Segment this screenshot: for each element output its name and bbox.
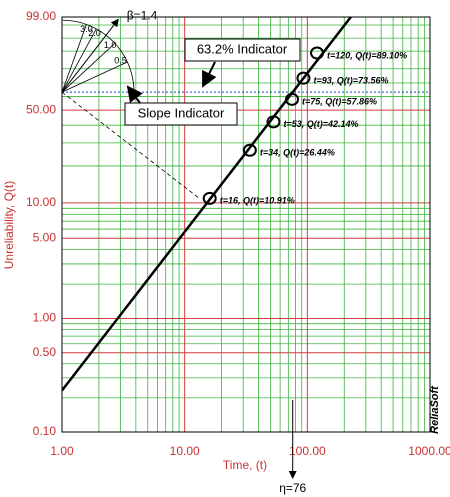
y-tick-label: 0.50 [33, 345, 57, 359]
data-label: t=53, Q(t)=42.14% [284, 119, 359, 129]
slope-ray [61, 43, 116, 93]
x-tick-label: 10.00 [170, 444, 200, 458]
data-point [202, 191, 217, 205]
plot-frame [61, 16, 431, 433]
overlay: 1.00 10.00 100.00 1000.00 0.10 0.50 1.00 5.00 10… [26, 8, 450, 495]
data-point [310, 46, 325, 60]
y-tick-label: 5.00 [33, 230, 57, 244]
plot-area [62, 17, 430, 392]
data-point [266, 115, 281, 129]
slope-perpendicular [62, 91, 199, 198]
y-tick-label: 50.00 [26, 102, 56, 116]
x-tick-label: 100.00 [289, 444, 326, 458]
slope-ray-label: 2.0 [88, 28, 101, 38]
slope-ray-label: 0.5 [114, 55, 127, 65]
data-point [296, 71, 311, 85]
fit-line [62, 17, 353, 392]
beta-ray [61, 18, 119, 93]
y-tick-label: 0.10 [33, 424, 57, 438]
slope-arrow [126, 85, 143, 104]
x-tick-label: 1.00 [50, 444, 74, 458]
data-label: t=34, Q(t)=26.44% [260, 148, 335, 158]
slope-ray [61, 28, 97, 93]
x-tick-label: 1000.00 [408, 444, 450, 458]
indicator-label: 63.2% Indicator [197, 41, 288, 56]
data-label: t=93, Q(t)=73.56% [313, 75, 388, 85]
slope-box [124, 102, 238, 126]
eta-label: η=76 [279, 481, 306, 495]
slope-arc [61, 19, 135, 93]
data-label: t=16, Q(t)=10.91% [220, 196, 295, 206]
data-point [285, 92, 300, 106]
y-tick-label: 1.00 [33, 311, 57, 325]
slope-label: Slope Indicator [138, 105, 225, 120]
data-label: t=75, Q(t)=57.86% [302, 97, 377, 107]
slope-ray-label: 3.0 [80, 24, 93, 34]
indicator-arrow [202, 61, 217, 88]
y-tick-label: 99.00 [26, 9, 56, 23]
beta-label: β=1.4 [127, 8, 158, 22]
data-label: t=120, Q(t)=89.10% [327, 50, 407, 60]
data-point [242, 143, 257, 157]
slope-ray [61, 24, 87, 93]
slope-ray-label: 1.0 [104, 40, 117, 50]
watermark: ReliaSoft [429, 385, 441, 434]
x-axis-label: Time, (t) [223, 458, 267, 472]
slope-ray [61, 61, 128, 93]
indicator-box [184, 38, 301, 62]
y-axis-label: Unreliability, Q(t) [2, 181, 16, 269]
y-tick-label: 10.00 [26, 195, 56, 209]
